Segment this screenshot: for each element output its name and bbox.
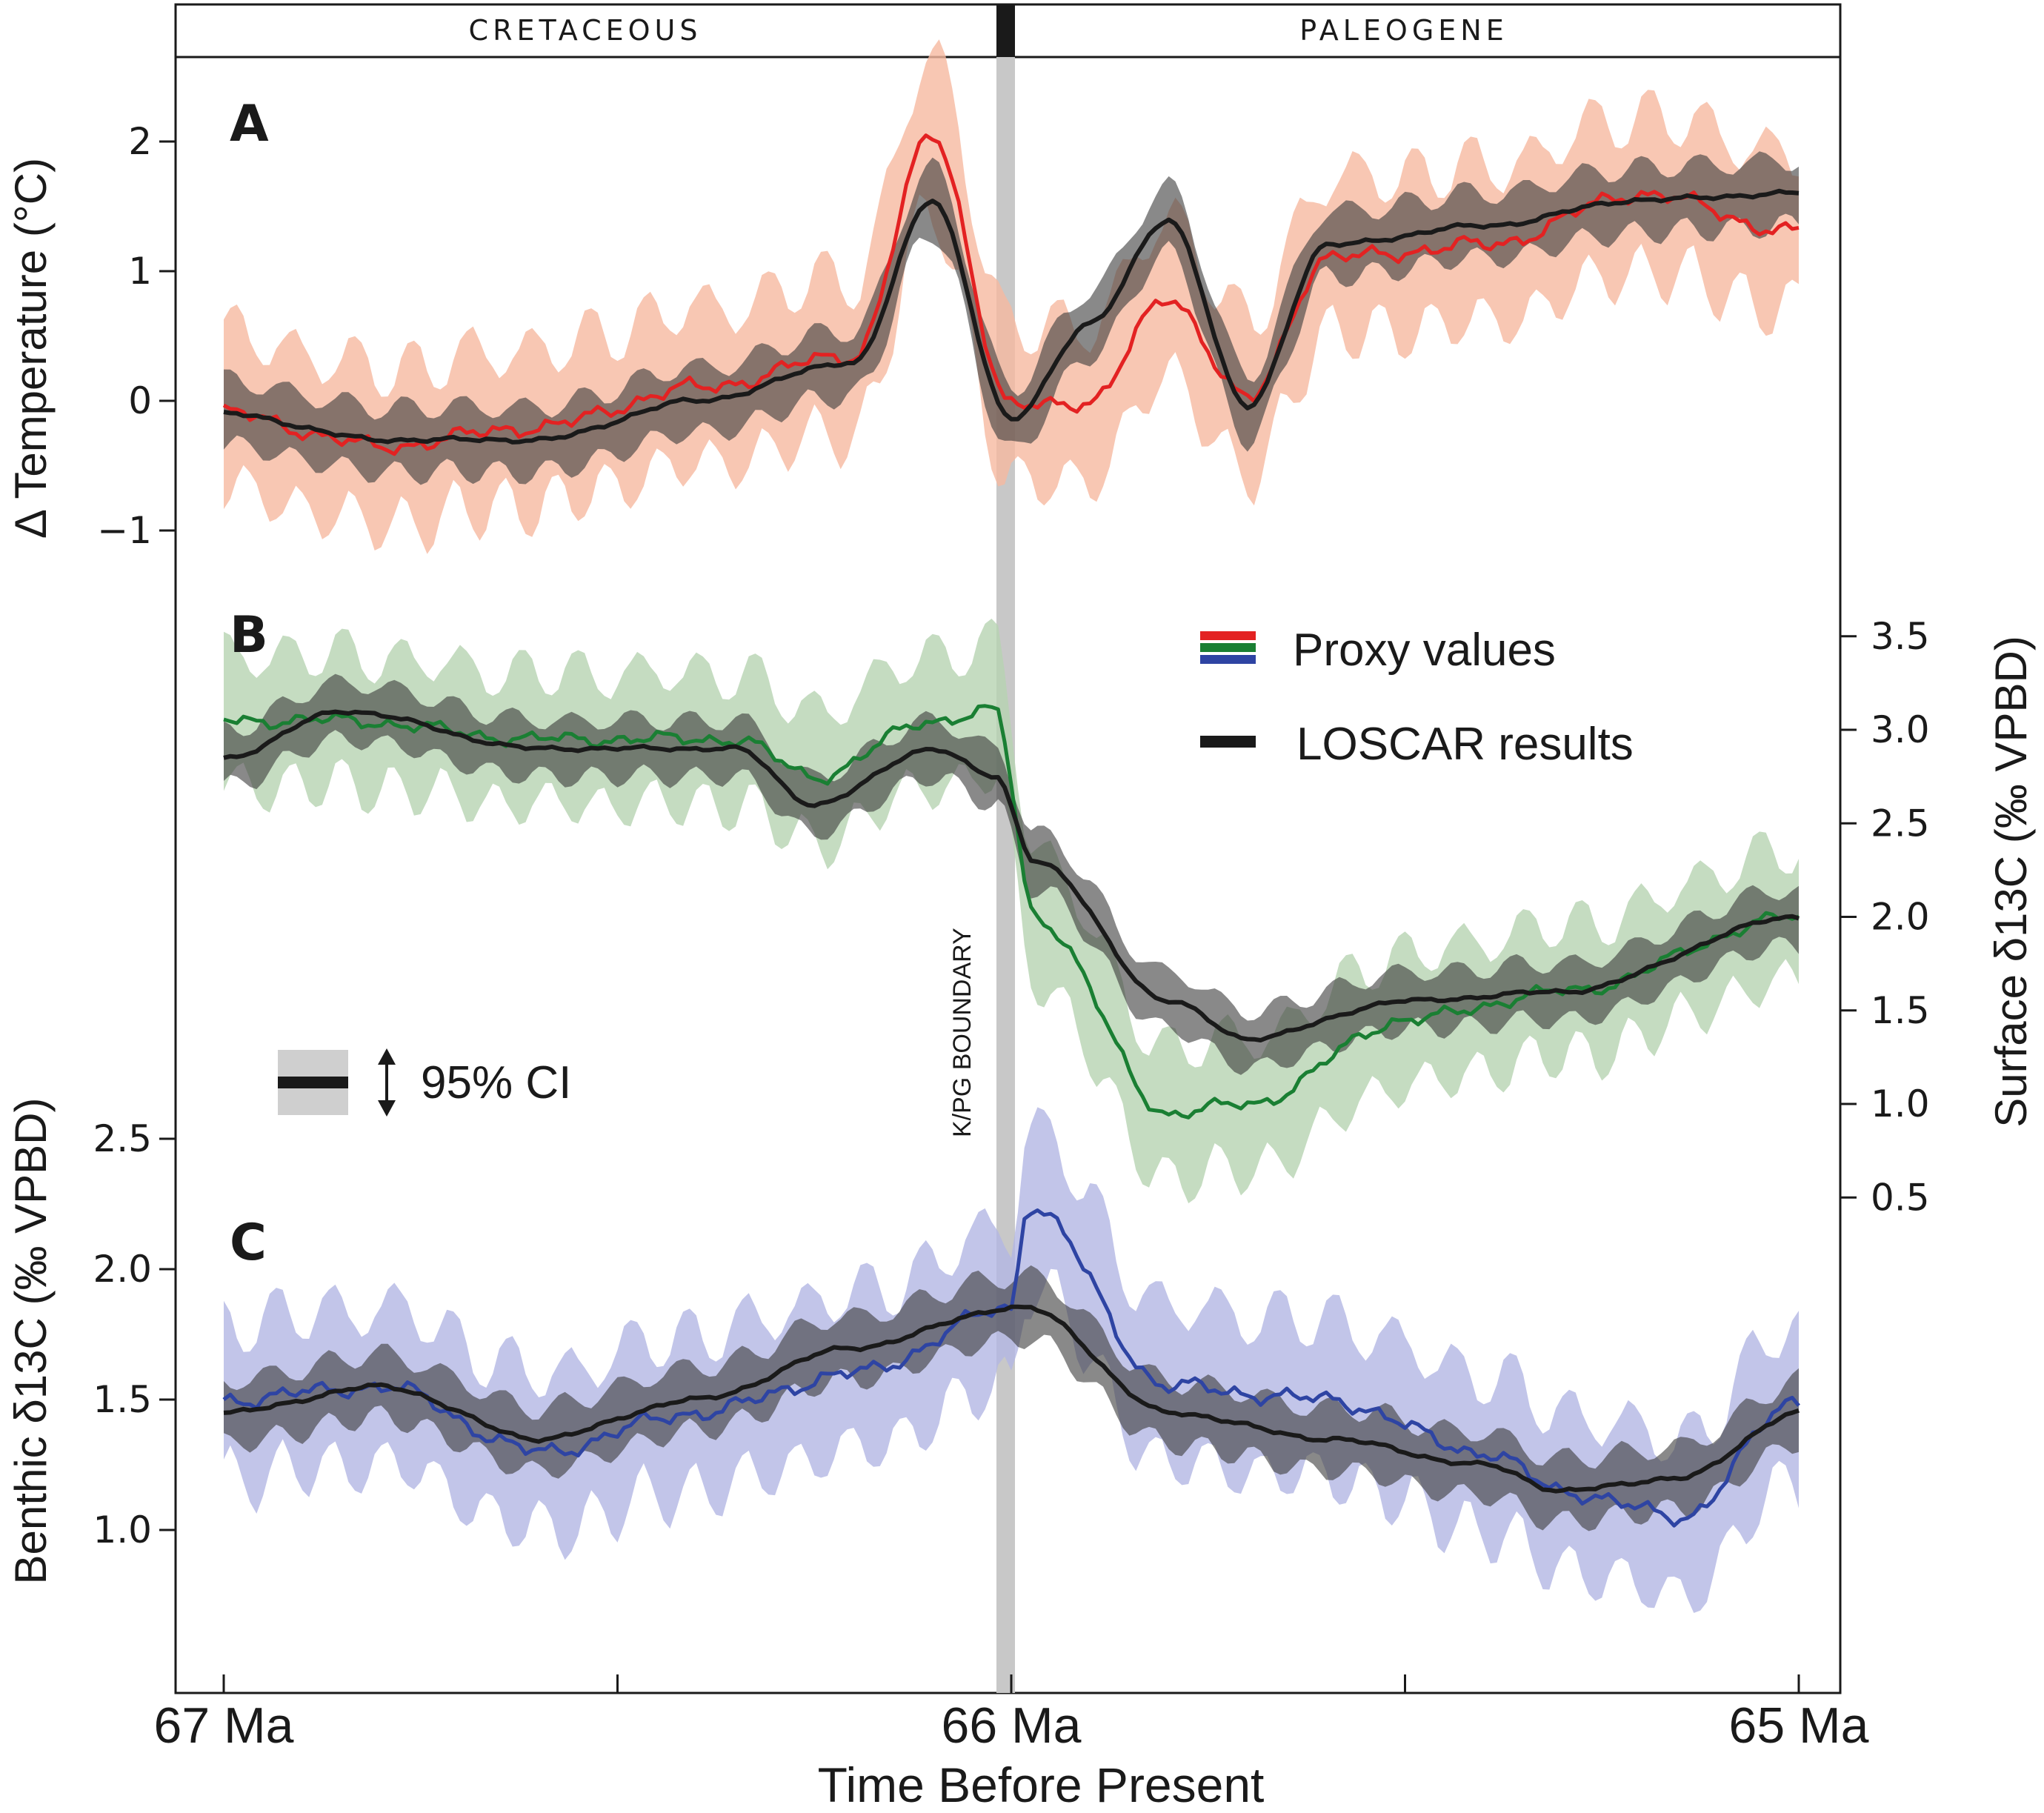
ylabel-benthic: Benthic δ13C (‰ VPBD)	[6, 1098, 56, 1585]
ytick-label-temperature-3: 2	[128, 120, 152, 163]
ytick-label-surface-5: 3.0	[1871, 708, 1930, 751]
ytick-label-surface-6: 3.5	[1871, 615, 1930, 658]
legend-loscar-label: LOSCAR results	[1296, 719, 1634, 770]
loscar-line-benthic	[223, 1304, 1800, 1494]
era-boundary-marker	[996, 4, 1015, 57]
legend-swatch-green	[1200, 643, 1256, 652]
ylabel-temperature: Δ Temperature (°C)	[6, 158, 56, 539]
proxy-ci-band-benthic	[224, 1107, 1799, 1613]
loscar-ci-band-surface	[224, 673, 1799, 1075]
era-bar: CRETACEOUS PALEOGENE	[174, 3, 1842, 59]
ytick-label-benthic-0: 1.0	[93, 1508, 152, 1551]
ylabel-surface: Surface δ13C (‰ VPBD)	[1986, 636, 2036, 1128]
era-paleogene-label: PALEOGENE	[1299, 14, 1508, 47]
ci-swatch-line	[278, 1077, 348, 1088]
ci-double-arrow-icon	[378, 1048, 396, 1117]
ytick-label-surface-1: 1.0	[1871, 1082, 1930, 1125]
proxy-line-temperature	[222, 133, 1800, 456]
panel-letter-a: A	[230, 95, 269, 153]
ytick-label-temperature-0: −1	[97, 509, 152, 552]
panel-b-surface-d13c: 0.5 1.0 1.5 2.0 2.5 3.0 3.5	[223, 615, 1930, 1219]
loscar-ci-band-benthic	[224, 1265, 1799, 1531]
panel-letter-c: C	[230, 1214, 267, 1272]
xtick-label-0: 67 Ma	[154, 1697, 294, 1754]
panel-c-benthic-d13c: 1.0 1.5 2.0 2.5	[93, 1107, 1800, 1613]
kpg-boundary-label: K/PG BOUNDARY	[948, 928, 976, 1137]
ci-legend: 95% CI	[278, 1048, 571, 1117]
ytick-label-temperature-2: 1	[128, 250, 152, 293]
panel-letter-b: B	[230, 606, 268, 665]
legend-swatch-red	[1200, 631, 1256, 640]
ytick-label-benthic-3: 2.5	[93, 1117, 152, 1160]
ytick-label-benthic-1: 1.5	[93, 1378, 152, 1421]
ytick-label-surface-2: 1.5	[1871, 989, 1930, 1032]
xtick-label-1: 66 Ma	[942, 1697, 1082, 1754]
x-axis-title: Time Before Present	[818, 1757, 1265, 1812]
ytick-label-surface-3: 2.0	[1871, 896, 1930, 939]
ytick-label-surface-0: 0.5	[1871, 1176, 1930, 1219]
ytick-label-temperature-1: 0	[128, 379, 152, 422]
panel-a-temperature: −1 0 1 2	[97, 39, 1800, 554]
xtick-label-2: 65 Ma	[1729, 1697, 1869, 1754]
legend: Proxy values LOSCAR results	[1200, 625, 1634, 770]
ytick-label-surface-4: 2.5	[1871, 802, 1930, 845]
proxy-line-surface	[223, 704, 1800, 1120]
ci-legend-label: 95% CI	[421, 1057, 571, 1108]
ytick-label-benthic-2: 2.0	[93, 1248, 152, 1291]
x-axis: 67 Ma 66 Ma 65 Ma	[154, 1674, 1869, 1754]
era-cretaceous-label: CRETACEOUS	[469, 14, 702, 47]
loscar-line-surface	[223, 709, 1800, 1042]
legend-swatch-blue	[1200, 655, 1256, 664]
loscar-line-temperature	[223, 188, 1800, 445]
legend-proxy-label: Proxy values	[1293, 625, 1556, 676]
legend-swatch-loscar	[1200, 736, 1256, 748]
